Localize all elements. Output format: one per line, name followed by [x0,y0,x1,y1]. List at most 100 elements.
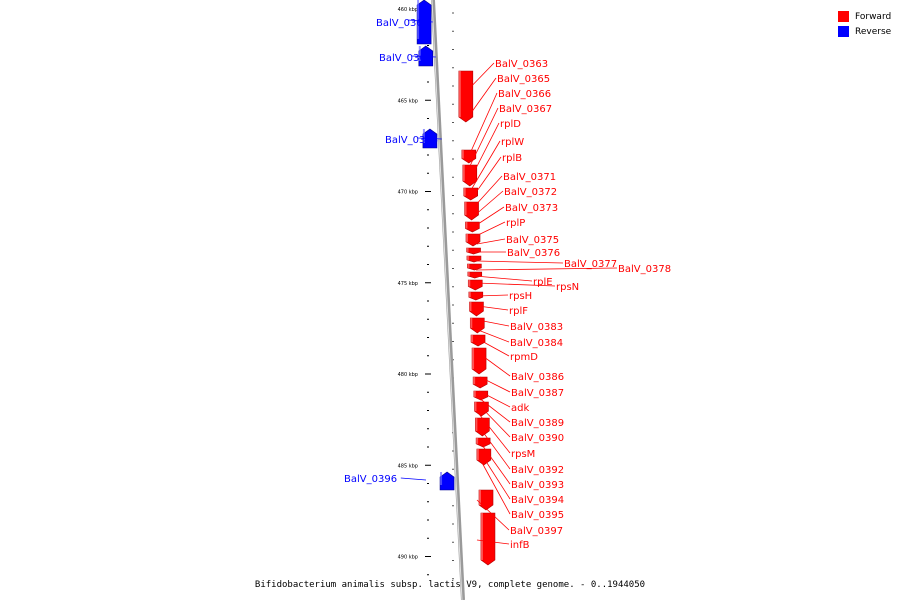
gene-arrow-infB[interactable] [480,512,496,566]
gene-label-BalV_0395[interactable]: BalV_0395 [511,510,564,521]
gene-arrow-BalV_0394[interactable] [476,448,492,466]
tick-label: 475 kbp [398,281,418,287]
gene-label-rplB[interactable]: rplB [502,153,522,164]
gene-label-BalV_0375[interactable]: BalV_0375 [506,235,559,246]
gene-arrow-BalV_0397[interactable] [478,489,494,511]
gene-label-BalV_0371[interactable]: BalV_0371 [503,172,556,183]
leader-line [478,397,511,423]
tick-label: 470 kbp [398,190,418,196]
gene-label-BalV_0387[interactable]: BalV_0387 [511,388,564,399]
gene-label-rplD[interactable]: rplD [500,119,521,130]
gene-label-BalV_0364[interactable]: BalV_0364 [385,135,438,146]
gene-arrow-BalV_0375[interactable] [466,247,481,255]
forward-legend-label: Forward [855,11,892,22]
leader-line [476,499,510,531]
gene-label-BalV_0384[interactable]: BalV_0384 [510,338,563,349]
leader-line [479,451,511,500]
gene-label-rpsN[interactable]: rpsN [556,282,579,293]
tick-label: 490 kbp [398,555,418,561]
leader-line [477,319,510,327]
gene-label-rplF[interactable]: rplF [509,306,528,317]
gene-highlight [475,418,478,431]
leader-line [479,376,511,393]
gene-highlight [464,202,467,215]
gene-arrow-BalV_0396[interactable] [439,471,455,491]
gene-arrow-BalV_0386[interactable] [471,347,487,375]
tick-label: 485 kbp [398,463,418,469]
gene-label-BalV_0389[interactable]: BalV_0389 [511,418,564,429]
gene-label-BalV_0390[interactable]: BalV_0390 [511,433,564,444]
leader-line [468,107,499,169]
genome-axis-highlight [431,0,463,600]
gene-arrow-rpsM[interactable] [475,417,490,437]
gene-label-BalV_0377[interactable]: BalV_0377 [564,259,617,270]
leader-line [470,140,501,191]
gene-highlight [466,248,469,252]
gene-label-BalV_0376[interactable]: BalV_0376 [507,248,560,259]
gene-label-BalV_0392[interactable]: BalV_0392 [511,465,564,476]
gene-highlight [473,377,476,385]
gene-label-BalV_0396[interactable]: BalV_0396 [344,474,397,485]
gene-highlight [479,490,481,505]
leader-line [471,156,502,199]
gene-label-BalV_0383[interactable]: BalV_0383 [510,322,563,333]
leader-line [477,305,509,311]
gene-label-BalV_0362[interactable]: BalV_0362 [379,53,432,64]
leader-line [472,175,503,209]
leader-line [477,329,510,343]
gene-label-BalV_0367[interactable]: BalV_0367 [499,104,552,115]
gene-arrow-BalV_0363[interactable] [458,70,474,123]
gene-highlight [474,402,477,412]
gene-label-BalV_0361[interactable]: BalV_0361 [376,18,429,29]
gene-arrow-BalV_0373[interactable] [465,221,480,233]
gene-arrow-BalV_0383[interactable] [469,317,485,334]
gene-label-rplW[interactable]: rplW [501,137,524,148]
gene-label-BalV_0393[interactable]: BalV_0393 [511,480,564,491]
gene-label-BalV_0394[interactable]: BalV_0394 [511,495,564,506]
gene-label-adk[interactable]: adk [511,403,529,414]
gene-label-BalV_0365[interactable]: BalV_0365 [497,74,550,85]
gene-label-BalV_0397[interactable]: BalV_0397 [510,526,563,537]
gene-label-BalV_0373[interactable]: BalV_0373 [505,203,558,214]
gene-label-rplP[interactable]: rplP [506,218,525,229]
leader-line [469,122,500,181]
gene-label-BalV_0386[interactable]: BalV_0386 [511,372,564,383]
gene-label-infB[interactable]: infB [510,540,530,551]
gene-arrow-BalV_0387[interactable] [472,376,488,389]
gene-label-rplE[interactable]: rplE [533,277,553,288]
leader-line [465,77,497,121]
leader-line [478,413,511,454]
gene-labels: BalV_0361 BalV_0362 BalV_0363 BalV_0365 BalV… [344,18,671,551]
legend-forward: Forward [838,9,891,24]
leader-line [476,238,506,245]
gene-arrow-BalV_0384[interactable] [470,334,486,347]
leader-line [477,338,510,357]
gene-highlight [465,222,468,229]
leader-line [411,55,436,58]
gene-label-BalV_0372[interactable]: BalV_0372 [504,187,557,198]
gene-highlight [466,256,469,260]
gene-highlight [458,71,461,117]
leader-line [474,206,505,227]
gene-arrow-BalV_0378[interactable] [467,271,483,279]
leader-line [476,282,556,287]
gene-label-rpsH[interactable]: rpsH [509,291,532,302]
gene-highlight [467,272,470,276]
leader-line [476,539,510,545]
gene-label-BalV_0366[interactable]: BalV_0366 [498,89,551,100]
gene-label-BalV_0363[interactable]: BalV_0363 [495,59,548,70]
gene-label-rpmD[interactable]: rpmD [510,352,538,363]
gene-arrow-rplF[interactable] [469,301,484,317]
genome-caption: Bifidobacterium animalis subsp. lactis V… [255,580,645,590]
tick-label: 480 kbp [398,372,418,378]
gene-label-rpsM[interactable]: rpsM [511,449,535,460]
gene-highlight [468,280,471,287]
gene-label-BalV_0378[interactable]: BalV_0378 [618,264,671,275]
gene-arrow-rplB[interactable] [462,164,478,187]
gene-arrow-BalV_0377[interactable] [467,263,482,271]
gene-arrow-rplE[interactable] [467,279,483,291]
leader-line [475,267,618,271]
leader-line [400,477,427,481]
leader-line [479,353,511,377]
